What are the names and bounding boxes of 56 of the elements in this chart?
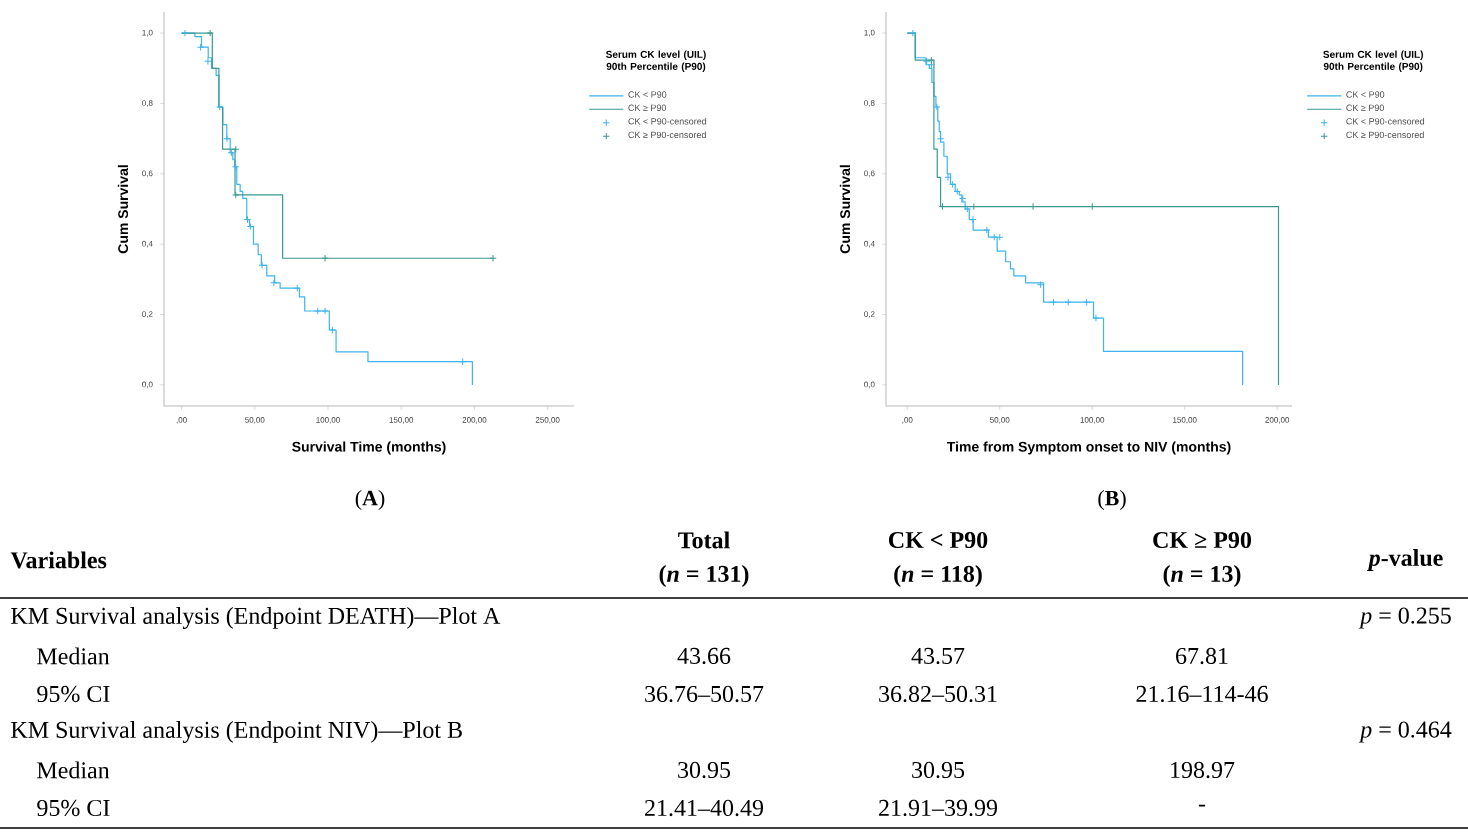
text: 30.95 [912, 761, 965, 779]
point [933, 103, 941, 111]
text: 36.82–50.31 [879, 685, 997, 703]
point [1092, 314, 1100, 322]
text: Total [678, 531, 730, 549]
point [948, 180, 957, 189]
text: (A) [355, 490, 385, 510]
text: 198.97 [1171, 761, 1235, 779]
text: 36.76–50.57 [645, 685, 764, 703]
point [227, 149, 236, 157]
point [258, 261, 266, 269]
text: 21.16–114-46 [1136, 685, 1268, 703]
text: 43.57 [911, 647, 965, 665]
text: 95% CI [37, 799, 110, 817]
point [314, 307, 322, 315]
point [223, 134, 231, 143]
text: CK ≥ P90 [1153, 531, 1251, 549]
text: 43.66 [677, 647, 731, 665]
point [983, 226, 991, 234]
point [321, 254, 329, 262]
point [206, 29, 214, 37]
point [204, 57, 212, 65]
text: p-value [1366, 549, 1443, 571]
point [959, 194, 967, 203]
point [944, 173, 952, 182]
point [321, 307, 329, 315]
text: KM Survival analysis (Endpoint DEATH)—Plot A [11, 607, 501, 629]
text: KM Survival analysis (Endpoint NIV)—Plot B [11, 721, 462, 743]
text: 21.41–40.49 [645, 799, 764, 817]
text: (n = 13) [1163, 565, 1241, 587]
text: p = 0.464 [1358, 721, 1452, 743]
point [996, 233, 1004, 241]
point [459, 357, 467, 366]
text: 21.91–39.99 [879, 799, 998, 817]
point [328, 326, 337, 334]
text: (n = 118) [894, 565, 982, 587]
text: 30.95 [678, 761, 731, 779]
point [963, 205, 972, 213]
text: Median [37, 761, 110, 779]
point [927, 56, 936, 64]
point [1083, 298, 1091, 306]
text: 67.81 [1176, 647, 1228, 665]
text: p = 0.255 [1358, 607, 1451, 629]
point [196, 43, 205, 51]
text: Median [37, 647, 110, 665]
point [215, 103, 224, 111]
point [232, 191, 240, 199]
text: 95% CI [37, 685, 110, 703]
point [1049, 298, 1058, 306]
text: (n = 131) [659, 565, 749, 587]
text: - [1198, 804, 1206, 807]
point [270, 279, 278, 287]
point [990, 233, 998, 241]
text: (B) [1098, 490, 1126, 510]
text: CK < P90 [889, 531, 988, 549]
text: Variables [10, 551, 107, 569]
